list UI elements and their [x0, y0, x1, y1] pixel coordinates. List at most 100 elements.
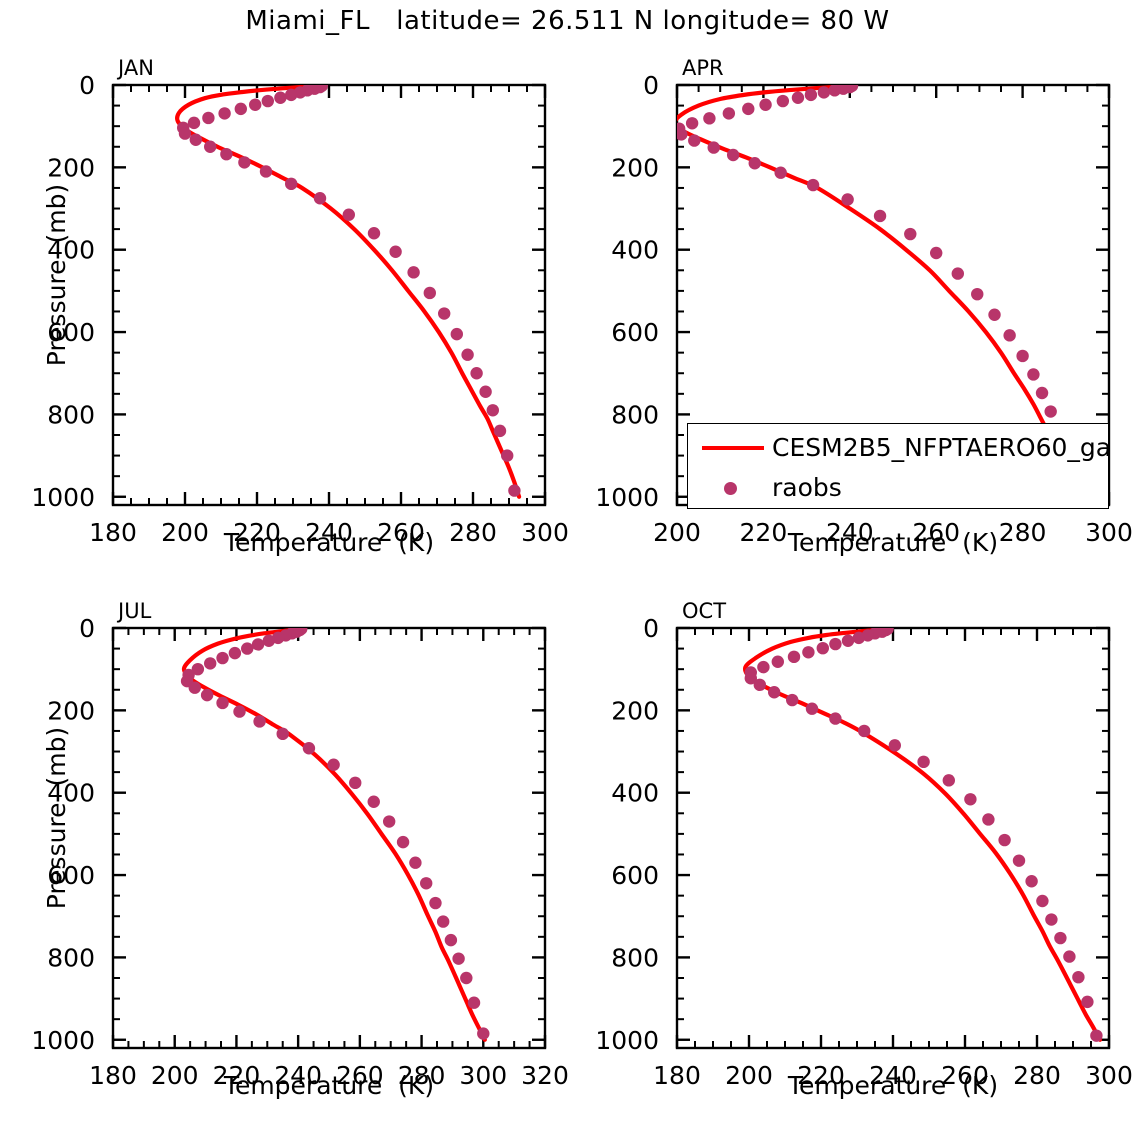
obs-marker — [452, 952, 465, 965]
obs-marker — [313, 192, 327, 205]
obs-marker — [685, 117, 699, 130]
obs-marker — [722, 107, 736, 120]
obs-marker — [234, 102, 247, 116]
obs-marker — [829, 712, 842, 725]
x-tick-label: 300 — [459, 1061, 507, 1090]
obs-marker — [218, 107, 231, 120]
obs-marker — [276, 727, 289, 741]
y-tick-label: 400 — [47, 236, 95, 265]
obs-marker — [1090, 1029, 1103, 1042]
obs-marker — [1036, 894, 1049, 908]
obs-marker — [467, 996, 481, 1009]
obs-marker — [1035, 386, 1049, 400]
obs-marker — [1003, 329, 1016, 342]
figure-title: Miami_FL latitude= 26.511 N longitude= 8… — [245, 6, 890, 36]
obs-marker — [998, 833, 1011, 847]
x-tick-label: 260 — [377, 518, 425, 547]
x-tick-label: 280 — [398, 1061, 446, 1090]
obs-marker — [508, 484, 521, 497]
obs-marker — [1063, 950, 1076, 963]
obs-marker — [261, 94, 274, 108]
x-axis-title: Temperature (K) — [787, 528, 999, 557]
x-tick-label: 320 — [521, 1061, 569, 1090]
obs-marker — [189, 133, 202, 146]
legend-line-swatch — [702, 446, 764, 450]
obs-marker — [470, 367, 483, 380]
x-axis-title: Temperature (K) — [787, 1071, 999, 1100]
panel-label-jan: JAN — [118, 56, 154, 80]
legend-marker-swatch — [724, 482, 737, 495]
obs-marker — [757, 660, 770, 674]
obs-marker — [805, 702, 819, 715]
obs-marker — [178, 127, 192, 140]
obs-marker — [806, 178, 820, 192]
x-tick-label: 260 — [941, 1061, 989, 1090]
obs-marker — [753, 678, 766, 692]
panel-label-apr: APR — [682, 56, 724, 80]
obs-marker — [988, 308, 1001, 321]
legend-label-model: CESM2B5_NFPTAERO60_gamma0 — [772, 433, 1109, 462]
x-tick-label: 220 — [233, 518, 281, 547]
obs-marker — [493, 424, 507, 438]
x-tick-label: 220 — [740, 518, 788, 547]
obs-marker — [479, 385, 492, 398]
obs-marker — [964, 793, 977, 806]
panel-label-oct: OCT — [682, 599, 727, 623]
obs-marker — [1081, 995, 1094, 1009]
obs-marker — [202, 111, 215, 125]
y-tick-label: 400 — [47, 779, 95, 808]
y-tick-label: 600 — [611, 318, 659, 347]
obs-marker — [285, 88, 298, 102]
obs-marker — [188, 681, 201, 694]
obs-marker — [707, 141, 720, 154]
y-tick-label: 600 — [611, 861, 659, 890]
obs-marker — [382, 815, 396, 828]
obs-marker — [253, 715, 266, 728]
obs-marker — [251, 638, 265, 651]
obs-marker — [204, 140, 217, 153]
obs-marker — [677, 128, 688, 141]
x-tick-label: 200 — [161, 518, 209, 547]
obs-marker — [816, 641, 829, 655]
obs-marker — [768, 686, 781, 699]
obs-marker — [904, 227, 917, 241]
obs-marker — [460, 971, 473, 985]
x-axis-title: Temperature (K) — [223, 1071, 435, 1100]
legend-label-obs: raobs — [772, 473, 842, 502]
obs-marker — [1054, 931, 1067, 945]
y-tick-label: 0 — [643, 71, 659, 100]
obs-marker — [771, 655, 784, 668]
y-tick-label: 800 — [47, 943, 95, 972]
y-tick-label: 1000 — [595, 483, 659, 512]
x-tick-label: 260 — [912, 518, 960, 547]
y-tick-label: 600 — [47, 318, 95, 347]
obs-marker — [438, 307, 451, 320]
x-tick-label: 260 — [336, 1061, 384, 1090]
obs-marker — [349, 776, 362, 790]
obs-marker — [228, 646, 242, 660]
obs-marker — [220, 147, 233, 161]
obs-marker — [259, 165, 273, 178]
obs-marker — [233, 705, 246, 718]
obs-marker — [804, 88, 818, 102]
obs-marker — [367, 795, 380, 808]
obs-marker — [262, 634, 276, 647]
y-tick-label: 0 — [643, 614, 659, 643]
obs-marker — [1072, 970, 1085, 984]
obs-marker — [828, 85, 841, 97]
obs-marker — [942, 774, 955, 787]
x-tick-label: 240 — [305, 518, 353, 547]
x-tick-label: 300 — [1085, 518, 1133, 547]
obs-marker — [688, 134, 701, 147]
obs-marker — [1044, 405, 1057, 418]
obs-marker — [423, 286, 436, 300]
obs-marker — [420, 877, 433, 890]
obs-marker — [787, 650, 801, 664]
model-curve — [742, 628, 1103, 1042]
obs-marker — [274, 91, 287, 104]
y-tick-label: 400 — [611, 779, 659, 808]
x-tick-label: 200 — [151, 1061, 199, 1090]
